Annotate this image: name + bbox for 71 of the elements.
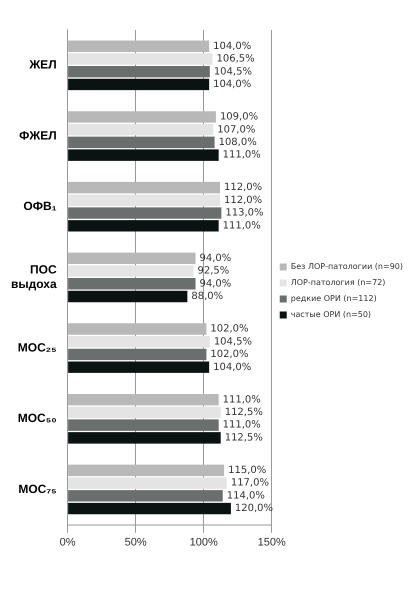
bar xyxy=(68,66,210,78)
data-label: 92,5% xyxy=(197,266,230,277)
bar xyxy=(68,149,219,161)
data-label: 120,0% xyxy=(234,503,274,514)
legend-label: редкие ОРИ (n=112) xyxy=(290,294,377,304)
y-tick-label: МОС₅₀ xyxy=(18,411,57,426)
data-label: 106,5% xyxy=(216,54,255,65)
bar xyxy=(68,40,210,52)
bar xyxy=(68,220,219,232)
bar xyxy=(68,361,210,373)
bar xyxy=(68,53,213,65)
data-label: 111,0% xyxy=(222,220,261,232)
bar xyxy=(68,194,220,206)
data-label: 104,5% xyxy=(214,336,252,348)
data-label: 112,0% xyxy=(224,194,262,206)
legend-label: частые ОРИ (n=50) xyxy=(290,310,372,320)
data-label: 114,0% xyxy=(226,490,265,502)
bar xyxy=(68,124,214,136)
y-tick-label: ОФВ₁ xyxy=(23,199,57,214)
y-tick-label: МОС₇₅ xyxy=(18,482,57,496)
bar xyxy=(68,502,231,514)
data-label: 112,5% xyxy=(224,432,263,444)
data-label: 112,0% xyxy=(224,182,262,194)
data-label: 115,0% xyxy=(228,464,266,476)
bar xyxy=(68,406,221,418)
legend-label: ЛОР-патология (n=72) xyxy=(290,278,386,288)
bar xyxy=(68,323,206,335)
data-label: 108,0% xyxy=(218,136,257,148)
data-label: 104,5% xyxy=(214,66,252,78)
x-tick-label: 50% xyxy=(124,536,147,548)
data-label: 111,0% xyxy=(222,394,261,406)
bar xyxy=(68,336,210,348)
bar xyxy=(68,394,219,406)
bar xyxy=(68,348,206,360)
data-label: 111,0% xyxy=(222,150,261,161)
y-tick-label: МОС₂₅ xyxy=(18,340,57,354)
bar xyxy=(68,419,219,431)
bar xyxy=(68,182,220,194)
y-tick-label: ЖЕЛ xyxy=(28,58,57,72)
x-tick-label: 150% xyxy=(258,536,286,548)
bar xyxy=(68,464,224,476)
data-label: 113,0% xyxy=(225,208,264,219)
data-label: 102,0% xyxy=(210,349,249,360)
bar xyxy=(68,78,210,90)
data-label: 111,0% xyxy=(222,420,261,431)
bar xyxy=(68,290,188,302)
y-tick-label: ФЖЕЛ xyxy=(19,128,57,142)
data-label: 107,0% xyxy=(217,124,256,136)
bar xyxy=(68,207,222,219)
data-label: 94,0% xyxy=(200,278,232,290)
bar xyxy=(68,432,221,444)
data-label: 104,0% xyxy=(213,40,252,52)
data-label: 102,0% xyxy=(210,324,249,335)
bar xyxy=(68,111,216,123)
data-label: 88,0% xyxy=(191,291,224,302)
x-tick-label: 100% xyxy=(190,536,218,548)
bar xyxy=(68,265,194,277)
bar xyxy=(68,136,215,148)
data-label: 117,0% xyxy=(230,478,269,489)
y-tick-label: ПОС выдоха xyxy=(10,262,57,291)
bar xyxy=(68,477,227,489)
bar xyxy=(68,490,223,502)
data-label: 94,0% xyxy=(200,252,232,264)
data-label: 112,5% xyxy=(224,407,263,418)
legend-label: Без ЛОР-патологии (n=90) xyxy=(290,262,403,272)
bar xyxy=(68,278,196,290)
data-label: 104,0% xyxy=(213,362,252,373)
data-label: 109,0% xyxy=(220,112,258,123)
x-tick-label: 0% xyxy=(60,536,76,548)
data-label: 104,0% xyxy=(213,79,252,90)
bar xyxy=(68,252,196,264)
